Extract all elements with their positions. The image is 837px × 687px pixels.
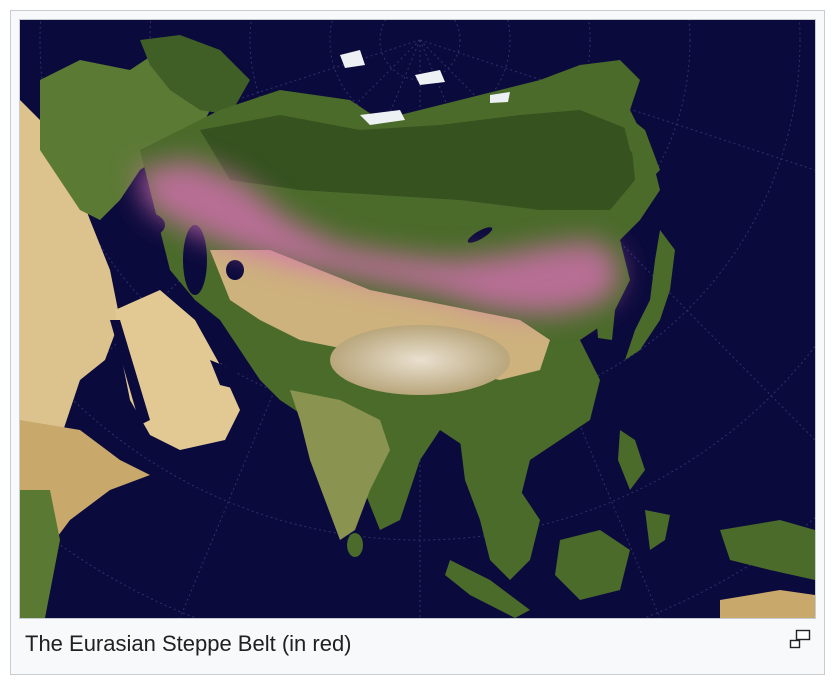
scandinavia bbox=[140, 35, 250, 115]
indian-subcontinent bbox=[290, 390, 390, 540]
black-sea bbox=[105, 210, 165, 240]
red-sea bbox=[110, 320, 150, 425]
borneo bbox=[555, 530, 630, 600]
korea bbox=[595, 300, 615, 340]
tibetan-plateau bbox=[330, 325, 510, 395]
thumbnail-container: The Eurasian Steppe Belt (in red) bbox=[10, 10, 825, 675]
sulawesi bbox=[645, 510, 670, 550]
new-guinea bbox=[720, 520, 815, 580]
arctic-ice bbox=[340, 50, 510, 125]
sumatra bbox=[445, 560, 530, 618]
africa-landmass bbox=[20, 100, 120, 500]
east-africa-green bbox=[20, 490, 60, 618]
kamchatka bbox=[620, 110, 660, 180]
japan bbox=[625, 230, 675, 360]
steppe-belt-highlight bbox=[135, 160, 620, 315]
aral-sea bbox=[226, 260, 244, 280]
philippines bbox=[618, 430, 645, 490]
image-caption: The Eurasian Steppe Belt (in red) bbox=[25, 631, 352, 656]
map-image[interactable] bbox=[19, 19, 816, 619]
sri-lanka bbox=[347, 533, 363, 557]
magnify-clip-icon[interactable] bbox=[788, 629, 812, 651]
australia-tip bbox=[720, 590, 815, 618]
persian-gulf bbox=[210, 360, 240, 390]
southeast-asia bbox=[460, 440, 540, 580]
taiga-band bbox=[200, 110, 635, 210]
caspian-sea bbox=[183, 225, 207, 295]
lake-baikal bbox=[467, 227, 493, 243]
